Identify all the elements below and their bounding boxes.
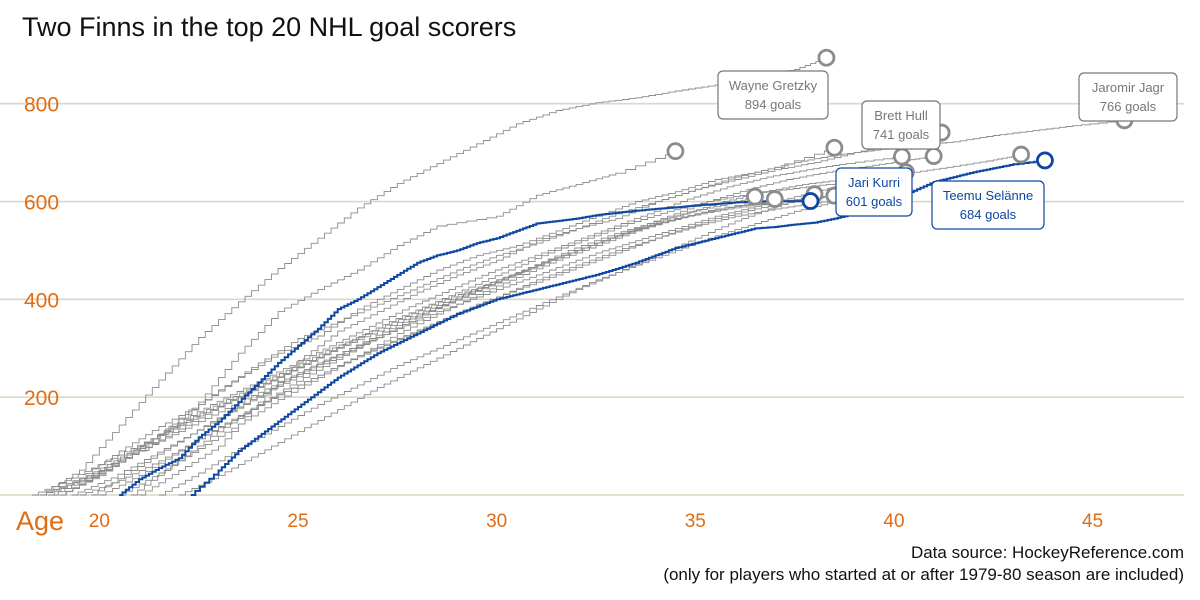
y-tick-label: 200	[24, 387, 59, 410]
label-text-brett-hull: 741 goals	[873, 127, 930, 142]
end-marker-player-7	[1012, 145, 1031, 164]
end-marker-jari-kurri	[801, 192, 820, 210]
label-text-wayne-gretzky: 894 goals	[745, 97, 802, 112]
end-marker-wayne-gretzky	[817, 48, 836, 67]
inclusion-note-caption: (only for players who started at or afte…	[663, 565, 1184, 584]
end-marker-mario-lemieux	[666, 142, 685, 161]
chart-title: Two Finns in the top 20 NHL goal scorers	[22, 12, 517, 42]
label-box-wayne-gretzky	[717, 70, 829, 120]
label-box-teemu-sel-nne	[931, 180, 1045, 230]
x-tick-label: 35	[685, 511, 706, 532]
label-box-jaromir-jagr	[1078, 72, 1178, 122]
series-line-player-17	[178, 194, 815, 496]
series-line-player-4	[59, 132, 943, 496]
series-line-player-12	[99, 197, 855, 496]
series-line-player-13	[158, 189, 895, 496]
end-marker-brett-hull	[825, 138, 844, 157]
label-box-jari-kurri	[835, 167, 913, 217]
label-text-wayne-gretzky: Wayne Gretzky	[729, 78, 818, 93]
y-tick-label: 800	[24, 94, 59, 117]
label-text-jaromir-jagr: Jaromir Jagr	[1092, 80, 1165, 95]
series-line-player-15	[119, 199, 776, 496]
label-box-brett-hull	[861, 100, 941, 150]
label-text-jari-kurri: 601 goals	[846, 194, 903, 209]
end-marker-player-5	[893, 147, 911, 166]
series-line-player-11	[91, 195, 835, 496]
series-lines	[31, 57, 1125, 496]
series-line-player-14	[31, 179, 883, 496]
data-source-caption: Data source: HockeyReference.com	[910, 543, 1184, 562]
series-line-wayne-gretzky	[39, 57, 827, 496]
gridlines	[0, 102, 1184, 496]
y-tick-label: 400	[24, 289, 59, 312]
series-line-jari-kurri	[119, 200, 812, 496]
x-tick-label: 45	[1082, 511, 1103, 532]
end-marker-teemu-sel-nne	[1036, 151, 1054, 170]
label-text-teemu-sel-nne: 684 goals	[960, 207, 1017, 222]
x-tick-label: 20	[89, 511, 110, 532]
series-line-player-8	[47, 172, 907, 496]
label-text-brett-hull: Brett Hull	[874, 108, 928, 123]
end-marker-player-16	[745, 187, 764, 206]
end-marker-player-15	[765, 190, 784, 208]
x-axis-label: Age	[16, 506, 64, 536]
series-line-player-5	[51, 156, 903, 496]
label-text-jari-kurri: Jari Kurri	[848, 175, 900, 190]
label-text-jaromir-jagr: 766 goals	[1100, 99, 1157, 114]
x-tick-label: 40	[883, 511, 904, 532]
series-labels: Wayne Gretzky 894 goals Brett Hull 741 goal…	[717, 70, 1178, 230]
end-marker-player-6	[924, 147, 943, 165]
axis-labels: 200 400 600 800 20 25 30 35 40 45 Age	[16, 94, 1103, 536]
y-tick-label: 600	[24, 192, 59, 215]
x-tick-label: 25	[287, 511, 308, 532]
series-line-player-16	[131, 196, 756, 496]
x-tick-label: 30	[486, 511, 507, 532]
label-text-teemu-sel-nne: Teemu Selänne	[943, 188, 1033, 203]
